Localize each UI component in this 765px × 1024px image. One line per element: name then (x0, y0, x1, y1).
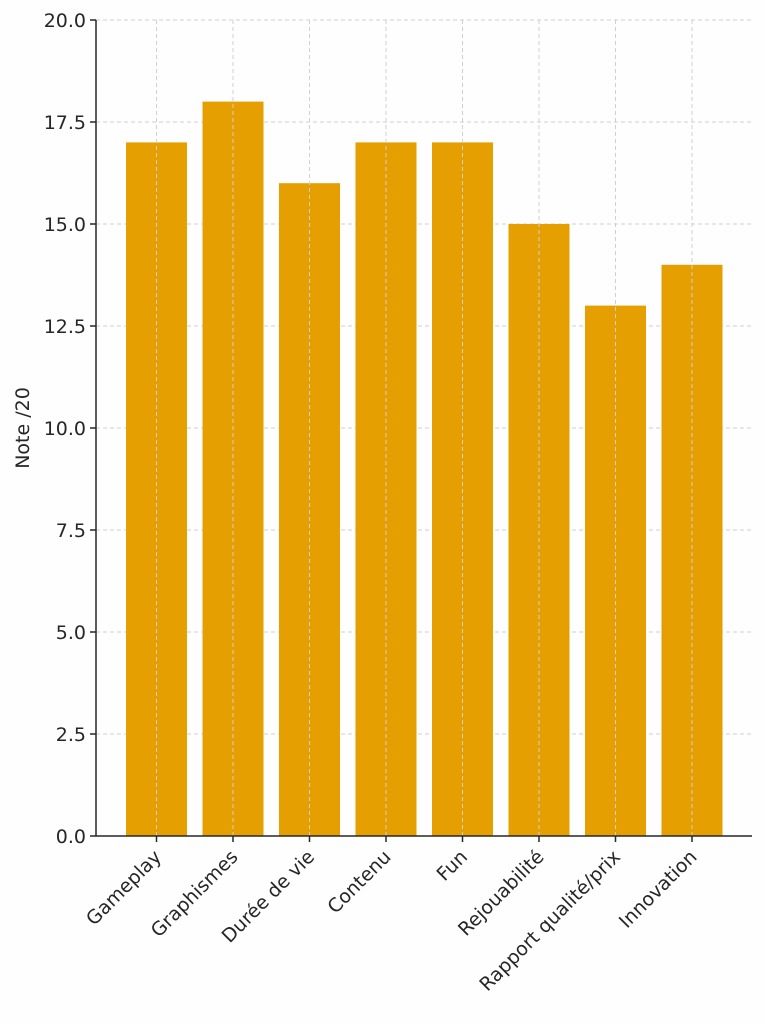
gridlines (96, 19, 752, 837)
y-tick-label: 2.5 (56, 724, 86, 746)
x-tick-label: Innovation (615, 846, 702, 933)
vertical-gridlines (156, 20, 693, 836)
x-tick-label: Rapport qualité/prix (475, 846, 625, 996)
x-tick-label: Contenu (323, 846, 395, 918)
y-tick-label: 17.5 (44, 112, 86, 134)
y-axis-label: Note /20 (12, 387, 34, 469)
y-tick-label: 0.0 (56, 826, 86, 848)
y-tick-label: 7.5 (56, 520, 86, 542)
x-tick-label: Fun (432, 846, 472, 886)
y-tick-label: 20.0 (44, 10, 86, 32)
y-tick-label: 12.5 (44, 316, 86, 338)
y-tick-label: 15.0 (44, 214, 86, 236)
y-ticks: 0.0 2.5 5.0 7.5 10.0 12.5 15.0 17.5 20.0 (44, 10, 96, 848)
bars (126, 101, 723, 837)
x-tick-label: Gameplay (82, 846, 166, 930)
y-tick-label: 5.0 (56, 622, 86, 644)
y-tick-label: 10.0 (44, 418, 86, 440)
